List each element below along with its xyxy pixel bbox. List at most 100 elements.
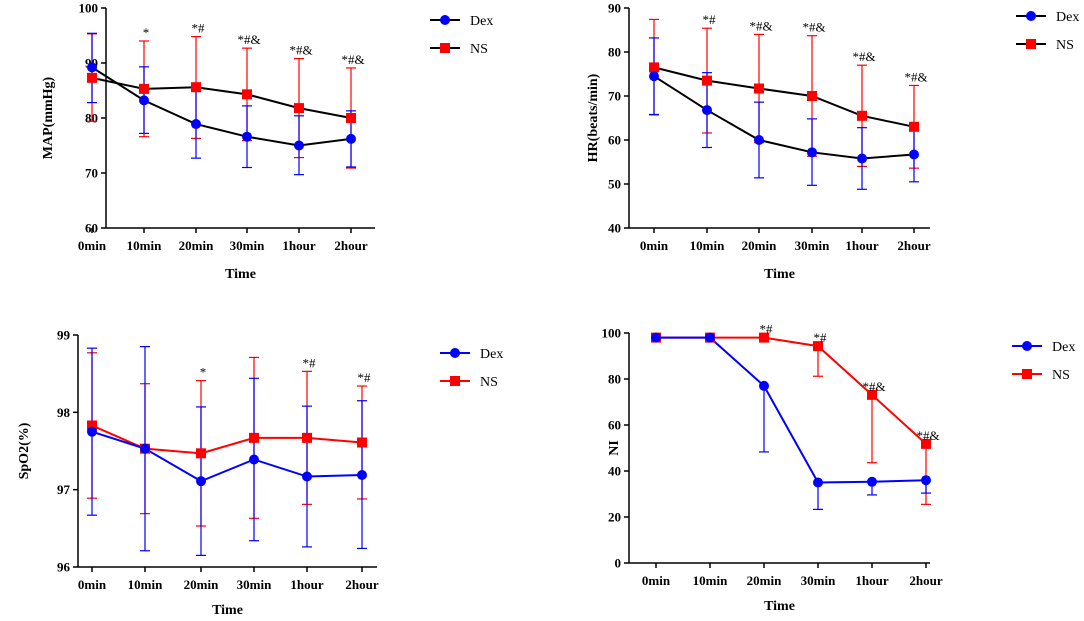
data-point-ns <box>702 75 712 86</box>
data-point-ns <box>346 113 356 123</box>
data-point-ns <box>87 72 97 83</box>
legend-marker <box>1022 341 1032 351</box>
significance-annotation: * <box>143 25 150 40</box>
x-tick-label: 0min <box>640 238 669 253</box>
data-point-dex <box>87 62 97 73</box>
x-tick-label: 10min <box>127 238 162 253</box>
data-point-ns <box>249 432 259 443</box>
legend-marker <box>440 43 450 53</box>
data-point-dex <box>139 95 149 106</box>
data-point-dex <box>294 140 304 151</box>
x-axis-label: Time <box>764 599 795 614</box>
y-tick-label: 80 <box>608 45 621 60</box>
legend-marker <box>450 376 460 386</box>
x-tick-label: 10min <box>693 573 728 588</box>
legend-marker <box>450 348 460 358</box>
data-point-ns <box>857 110 867 121</box>
y-tick-label: 100 <box>602 326 622 341</box>
chart-panel-4: 0 20 40 60 80 100 0min 10min 20min 30min 1hour 2hou… <box>602 322 1076 614</box>
y-tick-label: 0 <box>615 556 622 571</box>
data-point-ns <box>87 420 97 431</box>
y-tick-label: 70 <box>85 166 98 181</box>
x-tick-label: 2hour <box>345 577 378 592</box>
series-line-dex <box>656 336 927 484</box>
legend-label: NS <box>470 42 488 57</box>
series-line-dex <box>91 430 363 483</box>
error-bar-ns <box>813 346 823 377</box>
data-point-dex <box>140 443 150 454</box>
x-tick-label: 0min <box>78 238 107 253</box>
y-tick-label: 20 <box>608 510 621 525</box>
data-point-ns <box>196 448 206 459</box>
x-tick-label: 0min <box>642 573 671 588</box>
data-point-ns <box>649 62 659 73</box>
x-axis-label: Time <box>225 267 256 282</box>
y-tick-label: 60 <box>608 133 621 148</box>
x-axis-label: Time <box>212 603 243 618</box>
legend-item-dex: Dex <box>430 14 493 29</box>
legend-marker <box>440 15 450 25</box>
significance-annotation: *#& <box>852 49 875 64</box>
x-tick-label: 30min <box>237 577 272 592</box>
y-tick-label: 40 <box>608 464 621 479</box>
x-tick-label: 20min <box>184 577 219 592</box>
significance-annotation: *#& <box>749 18 772 33</box>
series-line-dex <box>91 66 352 147</box>
legend-label: Dex <box>480 347 503 362</box>
series-line-ns <box>91 76 352 119</box>
y-tick-label: 60 <box>608 418 621 433</box>
significance-annotation: *#& <box>341 52 364 67</box>
data-point-ns <box>807 91 817 101</box>
legend-marker <box>1026 39 1036 49</box>
legend-label: Dex <box>470 14 493 29</box>
x-tick-label: 1hour <box>845 238 878 253</box>
data-point-dex <box>87 426 97 437</box>
y-tick-label: 90 <box>608 1 621 16</box>
y-tick-label: 96 <box>57 560 71 575</box>
data-point-ns <box>909 121 919 132</box>
data-point-ns <box>357 437 367 448</box>
data-point-ns <box>921 438 931 449</box>
x-tick-label: 20min <box>179 238 214 253</box>
y-tick-label: 40 <box>608 221 621 236</box>
series-line-ns <box>91 424 363 455</box>
legend-item-dex: Dex <box>440 347 503 362</box>
error-bar-ns <box>867 394 877 464</box>
y-tick-label: 80 <box>608 372 621 387</box>
x-tick-label: 10min <box>690 238 725 253</box>
data-point-dex <box>649 71 659 82</box>
series-line-dex <box>653 75 915 160</box>
significance-annotation: * <box>200 365 207 380</box>
data-point-dex <box>302 471 312 482</box>
significance-annotation: *# <box>814 330 828 345</box>
significance-annotation: *# <box>192 21 206 36</box>
data-point-dex <box>249 454 259 465</box>
legend-item-ns: NS <box>1012 368 1070 383</box>
significance-annotation: *# <box>358 370 372 385</box>
x-tick-label: 20min <box>747 573 782 588</box>
y-tick-label: 99 <box>57 328 71 343</box>
data-point-ns <box>302 432 312 443</box>
x-tick-label: 30min <box>801 573 836 588</box>
data-point-dex <box>242 131 252 142</box>
x-tick-label: 2hour <box>909 573 942 588</box>
y-tick-label: 97 <box>57 482 71 497</box>
data-point-ns <box>867 389 877 400</box>
x-axis-label: Time <box>764 267 795 282</box>
y-tick-label: 98 <box>57 405 71 420</box>
data-point-dex <box>651 332 661 343</box>
data-point-dex <box>867 476 877 487</box>
legend-label: Dex <box>1052 340 1075 355</box>
series-line-ns <box>653 66 915 128</box>
significance-annotation: *#& <box>916 428 939 443</box>
legend-item-ns: NS <box>1016 38 1074 53</box>
y-tick-label: 70 <box>608 89 621 104</box>
data-point-dex <box>196 476 206 487</box>
y-axis-label: HR(beats/min) <box>586 73 601 162</box>
legend-marker <box>1022 369 1032 379</box>
y-tick-label: 100 <box>79 1 99 16</box>
data-point-dex <box>807 147 817 158</box>
data-point-dex <box>754 135 764 145</box>
chart-panel-1: 607080901000min10min20min30min1hour2hour… <box>41 1 493 283</box>
data-point-ns <box>139 83 149 94</box>
